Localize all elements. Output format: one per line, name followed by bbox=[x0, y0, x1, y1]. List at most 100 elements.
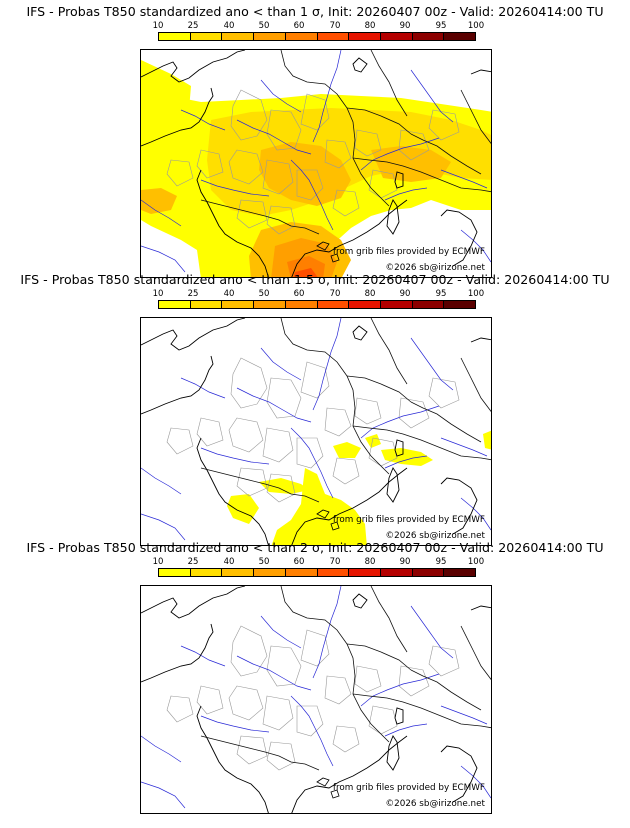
country-border bbox=[410, 133, 482, 175]
river bbox=[141, 199, 182, 227]
region-boundary bbox=[398, 129, 430, 161]
country-border bbox=[370, 50, 408, 117]
legend-tick: 100 bbox=[467, 289, 485, 299]
legend-tick: 60 bbox=[293, 21, 305, 31]
copyright-credit: ©2026 sb@irizone.net bbox=[385, 799, 485, 809]
legend-swatch bbox=[412, 569, 445, 576]
coastline bbox=[141, 355, 214, 415]
country-border bbox=[352, 157, 491, 193]
river bbox=[200, 179, 270, 197]
legend-swatch bbox=[349, 33, 381, 40]
coastline bbox=[352, 325, 368, 341]
river bbox=[460, 229, 491, 263]
legend-swatch bbox=[317, 569, 350, 576]
legend-tick: 60 bbox=[293, 289, 305, 299]
legend-bar bbox=[158, 300, 476, 309]
provider-credit: from grib files provided by ECMWF bbox=[332, 783, 485, 793]
coastline bbox=[386, 467, 400, 503]
river bbox=[440, 437, 488, 457]
legend-swatch bbox=[380, 301, 413, 308]
legend-tick: 10 bbox=[152, 289, 164, 299]
legend-swatch bbox=[380, 569, 413, 576]
region-boundary bbox=[354, 665, 382, 693]
country-border bbox=[352, 693, 491, 729]
color-legend: 10 25 40 50 60 70 80 90 95 100 bbox=[153, 21, 484, 48]
map-canvas bbox=[141, 586, 491, 813]
legend-swatch bbox=[285, 33, 318, 40]
country-border bbox=[280, 50, 390, 207]
legend-tick: 70 bbox=[329, 21, 341, 31]
legend-tick: 40 bbox=[223, 21, 235, 31]
region-boundary bbox=[368, 705, 398, 735]
region-boundary bbox=[332, 189, 360, 217]
region-boundary bbox=[236, 735, 268, 765]
legend-swatch bbox=[412, 301, 445, 308]
legend-swatch bbox=[222, 569, 255, 576]
river bbox=[141, 245, 186, 273]
legend-swatch bbox=[190, 33, 223, 40]
coastline bbox=[470, 337, 491, 343]
country-border bbox=[370, 318, 408, 385]
island bbox=[330, 521, 340, 531]
region-boundary bbox=[196, 149, 224, 179]
river bbox=[360, 405, 440, 439]
region-boundary bbox=[266, 377, 302, 419]
region-boundary bbox=[354, 397, 382, 425]
region-boundary bbox=[266, 109, 302, 151]
country-border bbox=[200, 199, 320, 235]
panel-title: IFS - Probas T850 standardized ano < tha… bbox=[26, 540, 604, 555]
legend-tick: 10 bbox=[152, 557, 164, 567]
map-canvas bbox=[141, 50, 491, 277]
legend-ticks: 10 25 40 50 60 70 80 90 95 100 bbox=[153, 557, 485, 568]
probability-area bbox=[141, 188, 177, 214]
river bbox=[440, 169, 488, 189]
coastline bbox=[141, 87, 214, 147]
legend-swatch bbox=[222, 301, 255, 308]
coastline bbox=[352, 593, 368, 609]
region-boundary bbox=[332, 725, 360, 753]
river bbox=[260, 79, 302, 113]
region-boundary bbox=[196, 685, 224, 715]
region-boundary bbox=[428, 377, 460, 409]
coastline bbox=[141, 50, 246, 83]
country-border bbox=[200, 735, 320, 771]
region-boundary bbox=[228, 685, 264, 721]
legend-tick: 40 bbox=[223, 289, 235, 299]
legend-tick: 80 bbox=[364, 557, 376, 567]
legend-tick: 50 bbox=[258, 21, 270, 31]
island bbox=[330, 789, 340, 799]
river bbox=[312, 586, 342, 679]
coastline bbox=[440, 209, 478, 267]
country-border bbox=[352, 425, 491, 461]
river bbox=[410, 605, 454, 659]
map-canvas bbox=[141, 318, 491, 545]
river bbox=[290, 427, 334, 499]
region-boundary bbox=[230, 357, 268, 409]
region-boundary bbox=[262, 695, 294, 731]
region-boundary bbox=[300, 93, 330, 131]
legend-tick: 10 bbox=[152, 21, 164, 31]
region-boundary bbox=[228, 149, 264, 185]
legend-swatch bbox=[285, 569, 318, 576]
river bbox=[290, 695, 334, 767]
country-border bbox=[370, 586, 408, 653]
country-border bbox=[346, 107, 412, 135]
region-boundary bbox=[428, 645, 460, 677]
panel-3-sigma-2: IFS - Probas T850 standardized ano < tha… bbox=[0, 536, 630, 814]
legend-tick: 90 bbox=[399, 289, 411, 299]
region-boundary bbox=[230, 625, 268, 677]
legend-bar bbox=[158, 32, 476, 41]
country-border bbox=[460, 357, 491, 412]
legend-tick: 70 bbox=[329, 557, 341, 567]
legend-swatch bbox=[349, 569, 381, 576]
legend-swatch bbox=[254, 33, 286, 40]
region-boundary bbox=[296, 705, 324, 737]
region-boundary bbox=[166, 427, 194, 455]
probability-area bbox=[293, 268, 318, 277]
region-boundary bbox=[428, 109, 460, 141]
coastline bbox=[394, 439, 404, 457]
coastline bbox=[440, 477, 478, 535]
map: from grib files provided by ECMWF ©2026 … bbox=[140, 317, 492, 546]
legend-swatch bbox=[159, 569, 191, 576]
coastline bbox=[394, 707, 404, 725]
